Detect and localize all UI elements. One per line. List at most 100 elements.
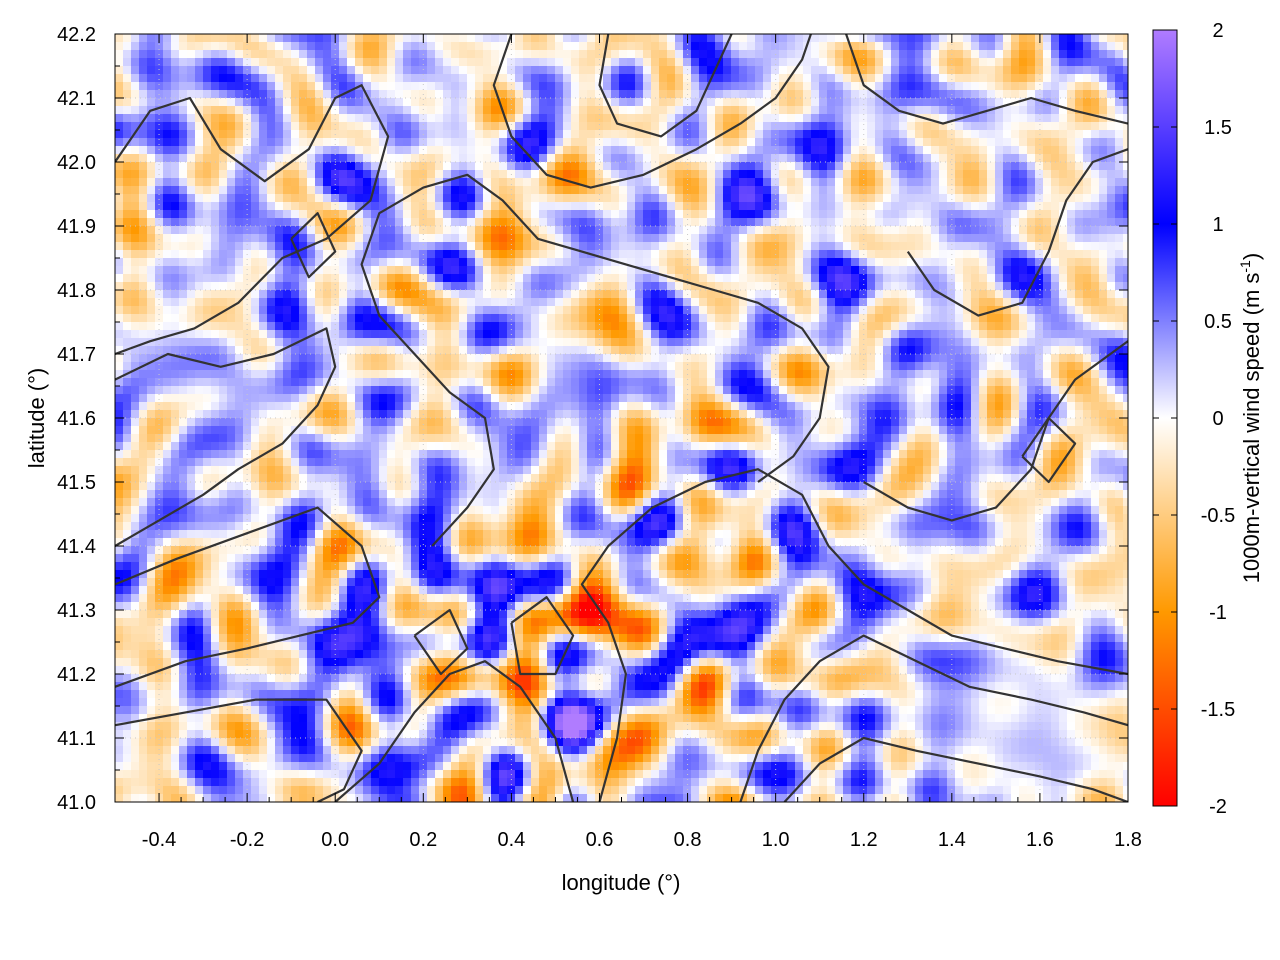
heatmap-cell	[259, 298, 268, 307]
heatmap-cell	[995, 282, 1004, 291]
heatmap-cell	[939, 338, 948, 347]
heatmap-cell	[651, 338, 660, 347]
heatmap-cell	[539, 314, 548, 323]
heatmap-cell	[875, 266, 884, 275]
heatmap-cell	[299, 346, 308, 355]
heatmap-cell	[459, 42, 468, 51]
heatmap-cell	[835, 306, 844, 315]
heatmap-cell	[139, 234, 148, 243]
heatmap-cell	[195, 330, 204, 339]
heatmap-cell	[659, 146, 668, 155]
heatmap-cell	[419, 162, 428, 171]
heatmap-cell	[379, 306, 388, 315]
heatmap-cell	[1099, 50, 1108, 59]
heatmap-cell	[323, 322, 332, 331]
heatmap-cell	[899, 58, 908, 67]
heatmap-cell	[1083, 290, 1092, 299]
heatmap-cell	[627, 242, 636, 251]
heatmap-cell	[1123, 298, 1128, 307]
heatmap-cell	[299, 322, 308, 331]
heatmap-cell	[355, 130, 364, 139]
heatmap-cell	[195, 106, 204, 115]
heatmap-cell	[531, 194, 540, 203]
heatmap-cell	[875, 234, 884, 243]
heatmap-cell	[947, 290, 956, 299]
heatmap-cell	[1003, 314, 1012, 323]
heatmap-cell	[851, 226, 860, 235]
heatmap-cell	[475, 98, 484, 107]
heatmap-cell	[251, 122, 260, 131]
heatmap-cell	[755, 194, 764, 203]
heatmap-cell	[643, 202, 652, 211]
heatmap-cell	[1091, 194, 1100, 203]
heatmap-cell	[515, 282, 524, 291]
heatmap-cell	[259, 42, 268, 51]
heatmap-cell	[643, 274, 652, 283]
heatmap-cell	[715, 226, 724, 235]
heatmap-cell	[1067, 338, 1076, 347]
heatmap-cell	[891, 74, 900, 83]
heatmap-cell	[155, 298, 164, 307]
heatmap-cell	[947, 194, 956, 203]
heatmap-cell	[1091, 66, 1100, 75]
heatmap-cell	[275, 202, 284, 211]
heatmap-cell	[243, 218, 252, 227]
heatmap-cell	[859, 274, 868, 283]
heatmap-cell	[251, 154, 260, 163]
heatmap-cell	[1011, 258, 1020, 267]
heatmap-cell	[483, 226, 492, 235]
heatmap-cell	[843, 338, 852, 347]
heatmap-cell	[355, 274, 364, 283]
heatmap-cell	[539, 250, 548, 259]
heatmap-cell	[643, 250, 652, 259]
heatmap-cell	[747, 282, 756, 291]
heatmap-cell	[1115, 106, 1124, 115]
heatmap-cell	[651, 58, 660, 67]
heatmap-cell	[467, 338, 476, 347]
heatmap-cell	[283, 138, 292, 147]
heatmap-cell	[691, 194, 700, 203]
heatmap-cell	[419, 234, 428, 243]
heatmap-cell	[307, 154, 316, 163]
heatmap-cell	[627, 34, 636, 43]
heatmap-cell	[811, 50, 820, 59]
heatmap-cell	[939, 210, 948, 219]
heatmap-cell	[835, 250, 844, 259]
heatmap-cell	[571, 130, 580, 139]
heatmap-cell	[283, 186, 292, 195]
heatmap-cell	[851, 258, 860, 267]
heatmap-cell	[859, 82, 868, 91]
heatmap-cell	[779, 98, 788, 107]
heatmap-cell	[163, 98, 172, 107]
heatmap-cell	[683, 58, 692, 67]
heatmap-cell	[1035, 290, 1044, 299]
heatmap-cell	[555, 322, 564, 331]
heatmap-cell	[131, 82, 140, 91]
heatmap-cell	[987, 210, 996, 219]
heatmap-cell	[179, 274, 188, 283]
heatmap-cell	[267, 42, 276, 51]
heatmap-cell	[923, 314, 932, 323]
heatmap-cell	[491, 258, 500, 267]
heatmap-cell	[467, 266, 476, 275]
heatmap-cell	[347, 82, 356, 91]
heatmap-cell	[355, 138, 364, 147]
heatmap-cell	[115, 34, 124, 43]
heatmap-cell	[371, 82, 380, 91]
heatmap-cell	[547, 34, 556, 43]
heatmap-cell	[523, 290, 532, 299]
heatmap-cell	[427, 82, 436, 91]
heatmap-cell	[187, 178, 196, 187]
heatmap-cell	[307, 34, 316, 43]
heatmap-cell	[819, 114, 828, 123]
heatmap-cell	[435, 154, 444, 163]
heatmap-cell	[459, 290, 468, 299]
heatmap-cell	[947, 250, 956, 259]
heatmap-cell	[1091, 74, 1100, 83]
heatmap-cell	[843, 242, 852, 251]
heatmap-cell	[771, 202, 780, 211]
heatmap-cell	[707, 82, 716, 91]
heatmap-cell	[195, 146, 204, 155]
heatmap-cell	[411, 122, 420, 131]
heatmap-cell	[1051, 106, 1060, 115]
